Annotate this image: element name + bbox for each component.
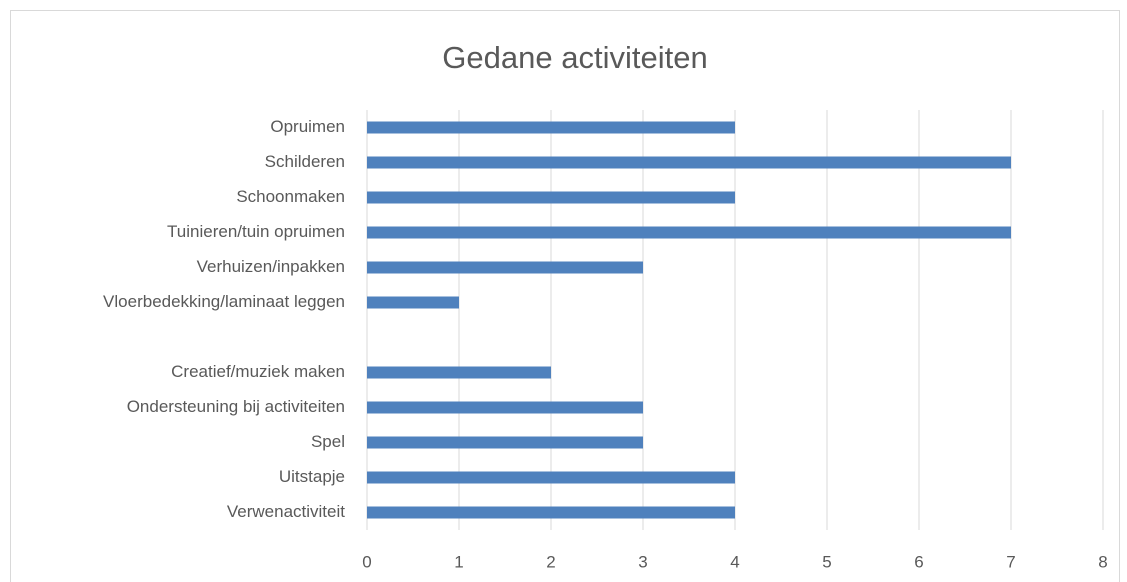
y-tick-label: Verwenactiviteit bbox=[227, 502, 345, 521]
y-tick-label: Schilderen bbox=[265, 152, 345, 171]
y-tick-label: Creatief/muziek maken bbox=[171, 362, 345, 381]
y-tick-label: Uitstapje bbox=[279, 467, 345, 486]
bar bbox=[367, 226, 1011, 239]
x-tick-label: 0 bbox=[362, 552, 371, 571]
bar bbox=[367, 261, 643, 274]
x-tick-label: 3 bbox=[638, 552, 647, 571]
chart-border bbox=[10, 10, 1120, 582]
bar bbox=[367, 156, 1011, 169]
y-tick-label: Vloerbedekking/laminaat leggen bbox=[103, 292, 345, 311]
y-tick-label: Tuinieren/tuin opruimen bbox=[167, 222, 345, 241]
x-tick-label: 2 bbox=[546, 552, 555, 571]
x-tick-label: 4 bbox=[730, 552, 739, 571]
bar bbox=[367, 471, 735, 484]
y-tick-label: Opruimen bbox=[270, 117, 345, 136]
y-tick-label: Schoonmaken bbox=[236, 187, 345, 206]
bar bbox=[367, 506, 735, 519]
x-tick-label: 5 bbox=[822, 552, 831, 571]
bar bbox=[367, 401, 643, 414]
bar bbox=[367, 121, 735, 134]
x-tick-label: 7 bbox=[1006, 552, 1015, 571]
x-tick-label: 1 bbox=[454, 552, 463, 571]
chart-title: Gedane activiteiten bbox=[442, 40, 707, 75]
y-tick-label: Ondersteuning bij activiteiten bbox=[127, 397, 345, 416]
y-tick-label: Verhuizen/inpakken bbox=[197, 257, 345, 276]
y-tick-label: Spel bbox=[311, 432, 345, 451]
bar bbox=[367, 296, 459, 309]
x-tick-label: 6 bbox=[914, 552, 923, 571]
bar bbox=[367, 191, 735, 204]
bar bbox=[367, 436, 643, 449]
bar bbox=[367, 366, 551, 379]
x-tick-label: 8 bbox=[1098, 552, 1107, 571]
